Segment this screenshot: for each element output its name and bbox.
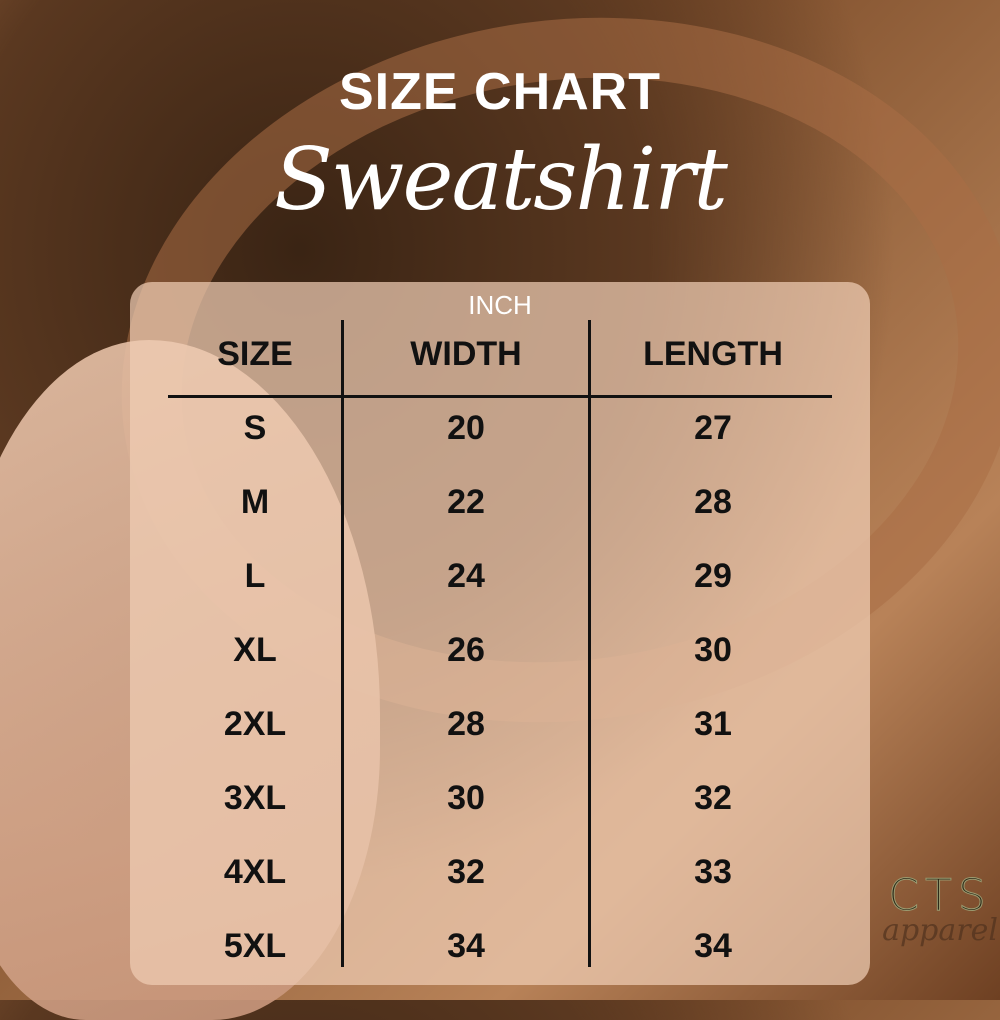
column-header-width: WIDTH: [410, 335, 522, 373]
cell-length: 27: [694, 409, 732, 447]
cell-size: 3XL: [223, 779, 287, 817]
cell-length: 30: [694, 631, 732, 669]
cell-size: S: [243, 409, 267, 447]
cell-width: 30: [447, 779, 485, 817]
cell-length: 33: [694, 853, 732, 891]
cell-size: M: [240, 483, 270, 521]
cell-width: 24: [447, 557, 485, 595]
brand-logo: CTS apparel: [880, 870, 1000, 949]
cell-size: 5XL: [223, 927, 287, 965]
page-subtitle: Sweatshirt: [274, 130, 728, 230]
header-divider: [168, 395, 832, 398]
cell-width: 22: [447, 483, 485, 521]
cell-length: 28: [694, 483, 732, 521]
cell-length: 31: [694, 705, 732, 743]
cell-width: 26: [447, 631, 485, 669]
logo-sub-text: apparel: [882, 913, 998, 948]
cell-width: 28: [447, 705, 485, 743]
cell-width: 34: [447, 927, 485, 965]
page-title: SIZE CHART: [339, 63, 661, 121]
cell-size: 4XL: [223, 853, 287, 891]
cell-size: 2XL: [223, 705, 287, 743]
cell-size: L: [244, 557, 266, 595]
cell-width: 20: [447, 409, 485, 447]
size-table-panel: [130, 282, 870, 985]
logo-main-text: CTS: [888, 870, 992, 922]
cell-length: 29: [694, 557, 732, 595]
cell-length: 32: [694, 779, 732, 817]
column-divider: [341, 320, 344, 967]
column-header-length: LENGTH: [643, 335, 783, 373]
cell-size: XL: [233, 631, 277, 669]
column-header-size: SIZE: [217, 335, 293, 373]
cell-width: 32: [447, 853, 485, 891]
cell-length: 34: [694, 927, 732, 965]
unit-label: INCH: [468, 290, 532, 320]
column-divider: [588, 320, 591, 967]
